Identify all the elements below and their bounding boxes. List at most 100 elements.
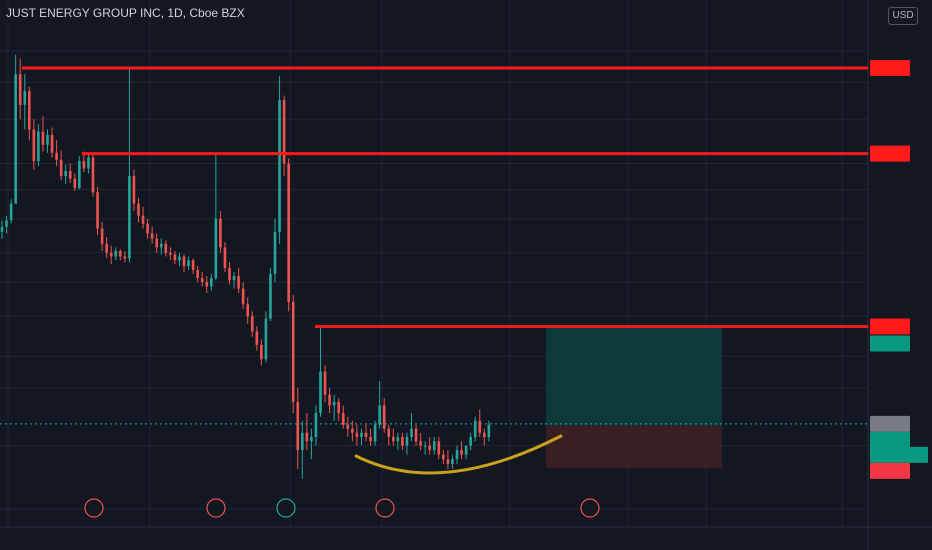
candle-body [410,428,413,437]
candle-body [310,436,313,442]
price-tag-countdown [870,446,928,463]
event-marker-earnings [84,498,104,518]
candle-body [228,268,231,281]
candle-body [64,170,67,177]
candle-body [132,176,136,204]
candle-body [182,256,186,267]
loss-zone [546,425,722,469]
candle-body [291,301,295,402]
candle-body [146,223,149,234]
candle-body [173,254,177,261]
candle-body [159,243,163,248]
candle-body [128,176,131,259]
candle-body [396,436,400,442]
candle-body [214,218,218,279]
price-tag-stop [870,462,910,479]
candle-body [269,273,272,319]
currency-button[interactable]: USD [888,7,918,25]
candle-body [296,401,300,451]
candle-body [464,445,468,455]
candle-body [210,278,213,287]
candle-body [305,432,309,442]
candle-body [78,161,81,189]
candle-body [141,215,145,224]
candle-body [455,450,459,460]
candle-body [319,371,322,413]
candle-body [164,243,168,253]
candle-body [37,131,40,162]
candle-body [119,250,122,257]
candle-body [392,436,395,442]
candle-body [150,233,154,239]
candle-body [451,459,454,465]
candle-body [237,276,240,289]
candle-body [219,218,222,248]
candle-body [73,178,77,189]
price-tag-target [870,335,910,352]
candle-body [332,401,336,406]
candle-body [5,220,8,227]
candle-body [55,152,58,160]
candle-body [123,256,127,259]
candle-body [442,454,445,460]
candle-body [337,401,340,413]
price-tag-resistance [870,318,910,335]
candle-body [196,269,199,279]
candle-body [360,432,363,437]
chart-title: JUST ENERGY GROUP INC, 1D, Cboe BZX [6,6,245,20]
candle-body [32,129,36,162]
candle-body [387,428,391,437]
candle-body [260,344,263,360]
candle-body [87,157,90,169]
candle-body [23,91,27,105]
candle-body [46,134,49,145]
candle-body [91,157,95,193]
rounding-bottom-arc [354,434,563,475]
candle-body [187,260,190,267]
candle-body [346,424,350,429]
candle-body [341,412,345,425]
candle-body [423,445,427,447]
price-tag-resistance [870,145,910,162]
candle-body [301,432,304,451]
candle-body [273,231,277,274]
candle-body [155,238,158,248]
candle-body [241,288,245,305]
candle-body [369,436,372,442]
candle-body [255,331,259,345]
candle-body [246,304,249,317]
candle-body [378,405,381,425]
candle-body [314,412,318,437]
candle-body [223,247,227,269]
candle-body [232,276,236,281]
candle-body [191,260,195,270]
candle-body [446,459,450,465]
candle-body [401,436,404,446]
price-tag-entry [870,431,910,448]
candle-body [9,203,13,221]
candle-body [264,318,268,360]
candle-body [287,163,290,302]
candle-body [50,134,54,153]
candle-body [282,100,286,164]
candle-body [169,252,172,255]
candle-body [109,252,113,257]
event-marker-earnings [206,498,226,518]
price-tag-resistance [870,60,910,77]
candle-body [0,226,4,232]
candle-body [323,371,327,395]
candle-body [473,420,477,437]
candle-body [82,161,86,169]
candle-body [405,436,409,446]
candle-body [200,278,204,283]
candle-body [178,256,181,261]
candle-body [68,170,72,179]
candle-body [137,203,140,216]
profit-zone [546,327,722,426]
candle-body [328,394,331,406]
candle-body [14,74,17,204]
candle-body [205,282,209,287]
event-marker-split [276,498,296,518]
candle-body [278,100,281,232]
